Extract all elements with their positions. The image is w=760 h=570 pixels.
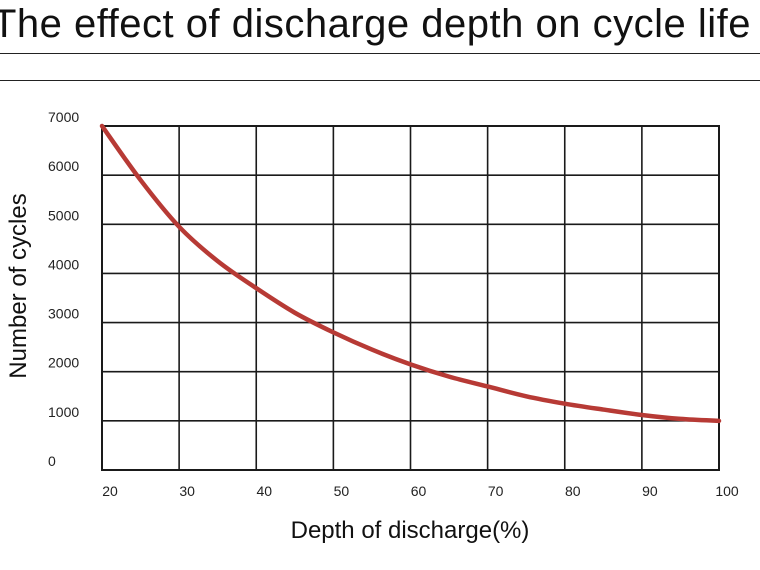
- y-tick-label: 0: [48, 453, 56, 469]
- x-tick-label: 50: [334, 483, 350, 499]
- y-tick-label: 5000: [48, 207, 79, 223]
- y-tick-label: 7000: [48, 109, 79, 125]
- x-tick-label: 40: [256, 483, 272, 499]
- y-tick-label: 4000: [48, 256, 79, 272]
- x-tick-label: 30: [179, 483, 195, 499]
- y-tick-label: 3000: [48, 306, 79, 322]
- x-tick-label: 70: [488, 483, 504, 499]
- y-tick-label: 6000: [48, 158, 79, 174]
- plot-border: [101, 125, 720, 471]
- x-tick-label: 80: [565, 483, 581, 499]
- x-tick-labels: 20 30 40 50 60 70 80 90 100: [102, 483, 739, 499]
- y-tick-label: 2000: [48, 355, 79, 371]
- title-rule-bottom: [0, 80, 760, 81]
- x-tick-label: 90: [642, 483, 658, 499]
- series-line: [99, 123, 722, 424]
- x-tick-label: 100: [715, 483, 739, 499]
- series-group: [99, 123, 722, 424]
- title-rule-top: [0, 53, 760, 54]
- x-axis-title: Depth of discharge(%): [291, 517, 530, 544]
- grid: [101, 125, 720, 471]
- x-tick-label: 20: [102, 483, 118, 499]
- y-axis-title: Number of cycles: [5, 193, 32, 378]
- x-tick-label: 60: [411, 483, 427, 499]
- chart-title: The effect of discharge depth on cycle l…: [0, 2, 751, 46]
- y-tick-label: 1000: [48, 404, 79, 420]
- y-tick-labels: 0 1000 2000 3000 4000 5000 6000 7000: [48, 109, 79, 469]
- plot-frame: [101, 125, 720, 471]
